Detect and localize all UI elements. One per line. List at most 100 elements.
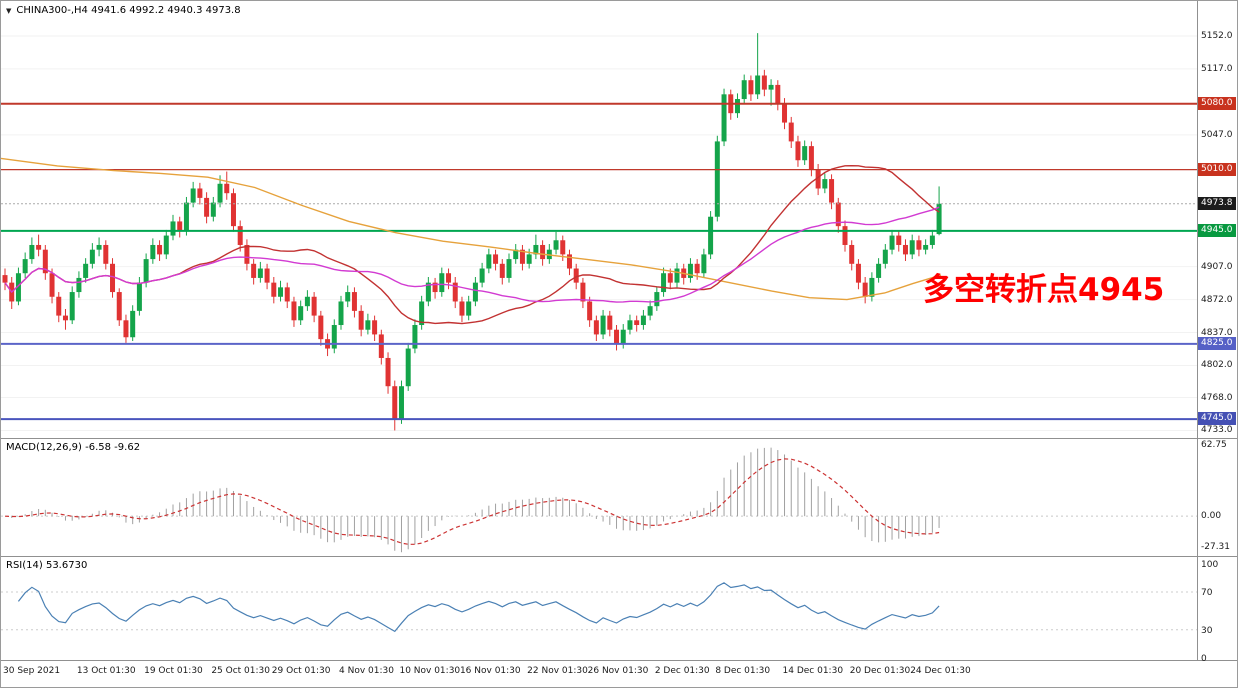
candle-body (802, 146, 808, 161)
candle-body (600, 315, 606, 335)
candle-body (358, 310, 364, 330)
candle-body (486, 254, 492, 269)
candles-layer (2, 33, 942, 431)
candle-body (318, 315, 324, 340)
candle-body (439, 273, 445, 293)
candle-body (822, 179, 828, 189)
x-axis-label: 13 Oct 01:30 (76, 666, 136, 676)
candle-body (2, 275, 8, 283)
x-axis-label: 30 Sep 2021 (3, 666, 61, 676)
candle-body (345, 292, 351, 302)
ma-orange (1, 157, 942, 301)
candle-body (204, 197, 210, 217)
rsi-label: RSI(14) 53.6730 (6, 560, 88, 571)
candle-body (177, 221, 183, 231)
candle-body (519, 249, 525, 264)
x-axis-label: 20 Dec 01:30 (849, 666, 911, 676)
candle-body (499, 263, 505, 278)
candle-body (661, 273, 667, 293)
candle-body (862, 282, 868, 297)
candle-body (210, 202, 216, 217)
candle-body (513, 249, 519, 260)
candle-body (83, 263, 89, 278)
candle-body (566, 254, 572, 269)
candle-body (869, 277, 875, 297)
candle-body (170, 221, 176, 236)
candle-body (143, 259, 149, 283)
candle-body (936, 203, 942, 235)
candle-body (607, 315, 613, 330)
candle-body (123, 320, 129, 338)
candle-body (291, 301, 297, 321)
candle-body (237, 226, 243, 245)
macd-label: MACD(12,26,9) -6.58 -9.62 (6, 442, 141, 453)
x-axis-label: 8 Dec 01:30 (715, 666, 771, 676)
candle-body (103, 244, 109, 264)
candle-body (298, 306, 304, 321)
rsi-line (17, 582, 940, 633)
candle-body (620, 329, 626, 344)
candle-body (425, 282, 431, 302)
candle-body (331, 325, 337, 349)
candle-body (163, 235, 169, 255)
candle-body (734, 99, 740, 114)
candle-body (876, 263, 882, 278)
candle-body (506, 259, 512, 278)
candle-body (157, 244, 163, 255)
candle-body (452, 282, 458, 302)
x-axis-label: 19 Oct 01:30 (144, 666, 203, 676)
x-axis-label: 10 Nov 01:30 (399, 666, 461, 676)
candle-body (96, 244, 102, 250)
candle-body (110, 263, 116, 293)
candle-body (634, 320, 640, 326)
candle-body (257, 268, 263, 278)
candle-body (479, 268, 485, 283)
x-axis-label: 24 Dec 01:30 (910, 666, 971, 676)
candle-body (674, 268, 680, 283)
macd-panel[interactable] (1, 439, 1238, 557)
candle-body (929, 235, 935, 245)
main-chart-panel[interactable] (1, 1, 1238, 439)
candle-body (365, 320, 371, 330)
macd-histogram (11, 447, 940, 553)
candle-body (647, 306, 653, 316)
candle-body (136, 282, 142, 311)
candle-body (42, 249, 48, 274)
candle-body (896, 235, 902, 245)
candle-body (224, 183, 230, 194)
candle-body (761, 75, 767, 90)
candle-body (251, 263, 257, 278)
candle-body (842, 226, 848, 245)
candle-body (916, 240, 922, 250)
candle-body (446, 273, 452, 283)
candle-body (694, 263, 700, 274)
candle-body (788, 122, 794, 142)
candle-body (264, 268, 270, 283)
candle-body (36, 244, 42, 250)
chart-title: ▼ CHINA300-,H4 4941.6 4992.2 4940.3 4973… (6, 5, 241, 16)
candle-body (89, 249, 95, 264)
candle-body (808, 146, 814, 170)
candle-body (116, 292, 122, 321)
candle-body (338, 301, 344, 326)
candle-body (855, 263, 861, 283)
candle-body (412, 325, 418, 349)
candle-body (405, 348, 411, 387)
candle-body (230, 193, 236, 227)
rsi-panel[interactable] (1, 557, 1238, 661)
candle-body (587, 301, 593, 321)
candle-body (351, 292, 357, 311)
macd-signal-line (4, 458, 940, 545)
candle-body (56, 296, 62, 316)
candle-body (150, 244, 156, 260)
candle-body (815, 169, 821, 189)
candle-body (829, 179, 835, 203)
candle-body (923, 244, 929, 250)
candle-body (62, 315, 68, 321)
candle-body (244, 244, 250, 264)
candle-body (432, 282, 438, 293)
candle-body (654, 292, 660, 307)
candle-body (15, 273, 21, 302)
symbol-dropdown-icon[interactable]: ▼ (6, 6, 12, 15)
